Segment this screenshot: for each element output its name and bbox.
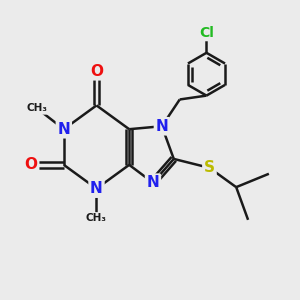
Text: N: N [57, 122, 70, 137]
Text: O: O [25, 158, 38, 172]
Text: N: N [147, 175, 159, 190]
Text: S: S [204, 160, 215, 175]
Text: CH₃: CH₃ [86, 213, 107, 224]
Text: CH₃: CH₃ [27, 103, 48, 113]
Text: O: O [90, 64, 103, 79]
Text: N: N [155, 119, 168, 134]
Text: Cl: Cl [199, 26, 214, 40]
Text: N: N [90, 181, 103, 196]
